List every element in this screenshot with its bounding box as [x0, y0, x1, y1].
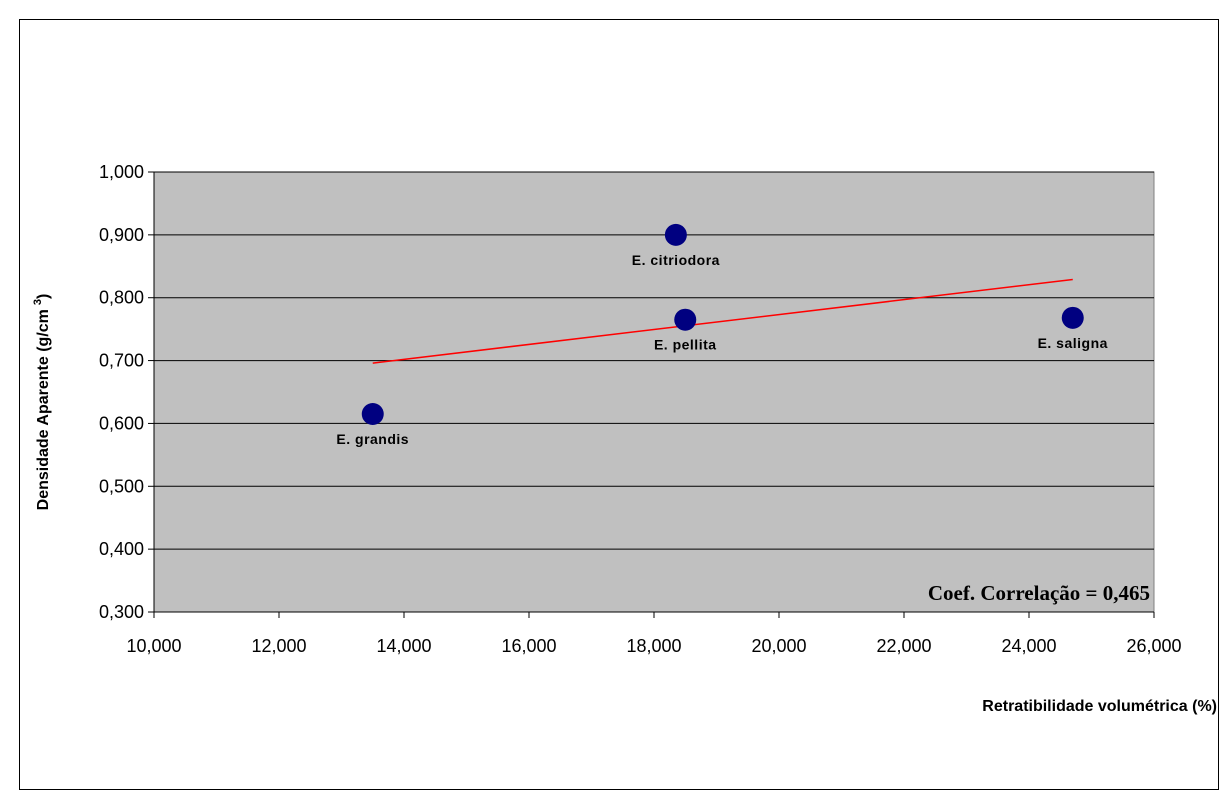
correlation-annotation: Coef. Correlação = 0,465 — [928, 581, 1150, 605]
y-tick-label-2: 0,800 — [99, 288, 144, 308]
y-tick-label-1: 0,900 — [99, 225, 144, 245]
y-tick-label-7: 0,300 — [99, 602, 144, 622]
point-label-2: E. pellita — [654, 337, 717, 353]
x-tick-label-0: 10,000 — [126, 636, 181, 656]
y-tick-label-6: 0,400 — [99, 539, 144, 559]
data-point-1 — [665, 224, 687, 246]
x-tick-label-4: 18,000 — [626, 636, 681, 656]
point-label-1: E. citriodora — [632, 252, 720, 268]
y-tick-label-0: 1,000 — [99, 162, 144, 182]
y-tick-labels: 1,000 0,900 0,800 0,700 0,600 0,500 0,400 0,300 — [99, 162, 144, 622]
x-tick-label-6: 22,000 — [876, 636, 931, 656]
x-tick-labels: 10,000 12,000 14,000 16,000 18,000 20,000 22,0… — [126, 636, 1181, 656]
y-tick-label-4: 0,600 — [99, 413, 144, 433]
x-tick-label-7: 24,000 — [1001, 636, 1056, 656]
y-axis-title-close: ) — [35, 294, 52, 299]
x-tick-label-2: 14,000 — [376, 636, 431, 656]
y-tick-label-3: 0,700 — [99, 351, 144, 371]
data-point-2 — [674, 309, 696, 331]
plot-area — [154, 172, 1154, 612]
y-tick-label-5: 0,500 — [99, 476, 144, 496]
y-axis-title: Densidade Aparente (g/cm3) — [32, 294, 52, 511]
x-tick-label-3: 16,000 — [501, 636, 556, 656]
y-axis-title-main: Densidade Aparente (g/cm — [35, 309, 52, 510]
point-label-0: E. grandis — [336, 431, 409, 447]
x-tick-label-8: 26,000 — [1126, 636, 1181, 656]
x-tick-label-1: 12,000 — [251, 636, 306, 656]
x-axis-title: Retratibilidade volumétrica (%) — [982, 698, 1217, 715]
data-point-0 — [362, 403, 384, 425]
point-label-3: E. saligna — [1038, 335, 1108, 351]
x-tick-label-5: 20,000 — [751, 636, 806, 656]
data-point-3 — [1062, 307, 1084, 329]
